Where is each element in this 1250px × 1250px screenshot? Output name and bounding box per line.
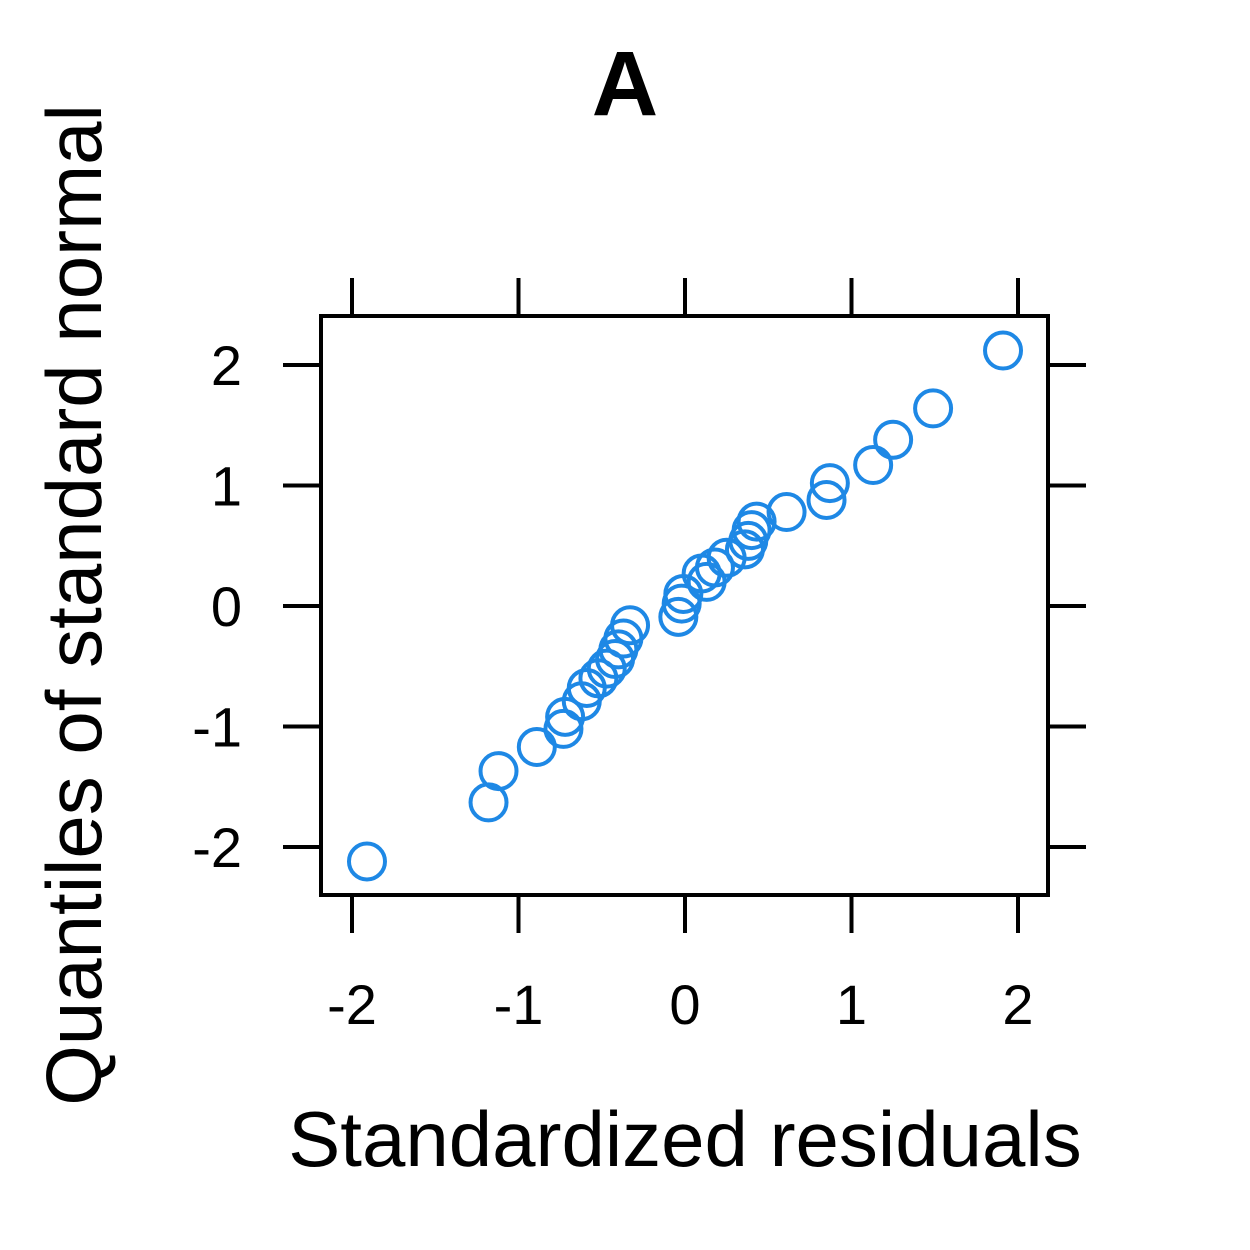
x-tick-label: 0 [669,973,700,1036]
y-tick-label: -2 [192,816,242,879]
data-point [873,419,914,460]
data-point [766,492,807,533]
plot-frame [319,314,1050,897]
data-point [913,388,954,429]
axis-ticks [283,278,1086,933]
data-point [983,330,1024,371]
data-point [736,501,777,542]
data-point [809,463,850,504]
data-point [478,751,519,792]
x-tick-label: 1 [836,973,867,1036]
x-tick-label: -1 [494,973,544,1036]
data-point [853,445,894,486]
y-axis-label: Quantiles of standard normal [30,104,118,1106]
data-point [694,547,735,588]
data-point [516,726,557,767]
data-point [610,605,651,646]
data-points [346,330,1024,882]
data-point [586,648,627,689]
tick-labels: -2 -1 0 1 2 -2 -1 0 1 2 [192,334,1033,1036]
y-tick-label: -1 [192,696,242,759]
y-tick-label: 1 [211,455,242,518]
data-point [346,841,387,882]
x-tick-label: 2 [1002,973,1033,1036]
data-point [566,667,607,708]
y-tick-label: 2 [211,334,242,397]
data-point [543,708,584,749]
data-point [731,510,772,551]
y-tick-label: 0 [211,575,242,638]
x-axis-label: Standardized residuals [288,1095,1081,1183]
x-tick-label: -2 [327,973,377,1036]
chart-title: A [592,33,658,135]
data-point [806,479,847,520]
